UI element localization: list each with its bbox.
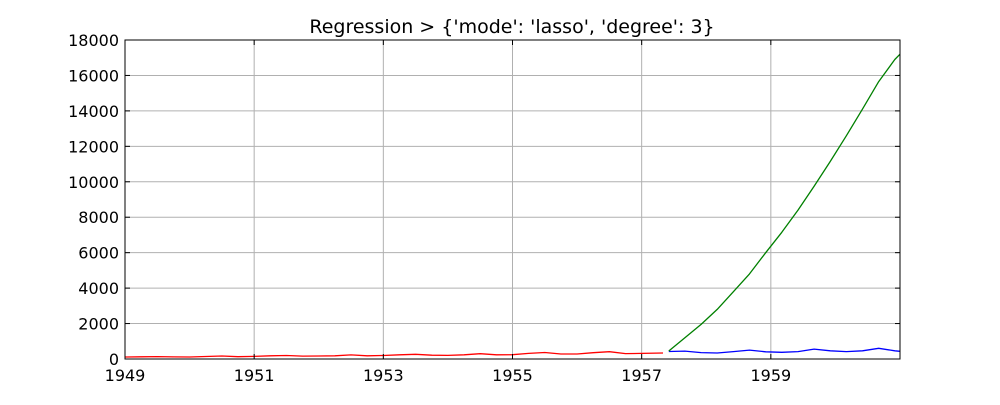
y-tick-label: 12000 bbox=[68, 137, 119, 156]
y-tick-label: 18000 bbox=[68, 31, 119, 50]
tick-layer: 1949 1951 1953 1955 1957 1959 0 2000 4000 6000 800… bbox=[68, 31, 900, 385]
y-tick-label: 6000 bbox=[78, 244, 119, 263]
x-tick-label: 1957 bbox=[621, 366, 662, 385]
x-tick-label: 1949 bbox=[105, 366, 146, 385]
series-layer bbox=[124, 53, 901, 358]
series-line-3 bbox=[668, 53, 901, 352]
series-line-1 bbox=[124, 351, 664, 358]
grid-layer bbox=[124, 39, 900, 360]
y-tick-label: 14000 bbox=[68, 102, 119, 121]
y-tick-label: 16000 bbox=[68, 66, 119, 85]
y-tick-label: 2000 bbox=[78, 315, 119, 334]
y-tick-label: 10000 bbox=[68, 173, 119, 192]
y-tick-label: 8000 bbox=[78, 208, 119, 227]
y-tick-label: 4000 bbox=[78, 279, 119, 298]
y-tick-label: 0 bbox=[109, 350, 119, 369]
series-line-2 bbox=[668, 347, 901, 354]
x-tick-label: 1955 bbox=[492, 366, 533, 385]
chart-title: Regression > {'mode': 'lasso', 'degree':… bbox=[309, 16, 714, 38]
x-tick-label: 1959 bbox=[750, 366, 791, 385]
x-tick-label: 1951 bbox=[234, 366, 275, 385]
x-tick-label: 1953 bbox=[363, 366, 404, 385]
